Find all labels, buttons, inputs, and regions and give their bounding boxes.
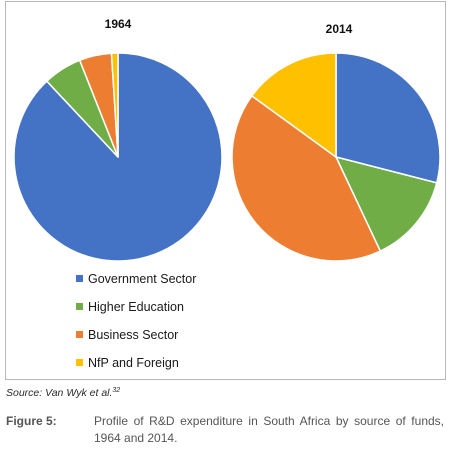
caption-label: Figure 5: xyxy=(6,414,57,428)
pie-slice-1964-nfp-and-foreign xyxy=(110,52,119,158)
source-note: Source: Van Wyk et al.32 xyxy=(6,387,120,399)
legend-label-government-sector: Government Sector xyxy=(88,272,196,286)
legend-label-nfp-and-foreign: NfP and Foreign xyxy=(88,356,179,370)
caption-text: Profile of R&D expenditure in South Afri… xyxy=(94,414,444,445)
pie-slice-2014-business-sector xyxy=(231,95,382,262)
pie-slice-2014-higher-education xyxy=(335,156,438,252)
legend-label-business-sector: Business Sector xyxy=(88,328,178,342)
legend-label-higher-education: Higher Education xyxy=(88,300,184,314)
legend-swatch-business-sector xyxy=(76,331,83,338)
pie-title-1964: 1964 xyxy=(105,17,132,31)
pie-slice-1964-government-sector xyxy=(13,52,223,262)
chart-frame: 1964 2014 Government Sector Higher Educat… xyxy=(5,1,446,380)
pie-charts: 1964 2014 Government Sector Higher Educat… xyxy=(13,17,441,370)
source-text: Source: Van Wyk et al. xyxy=(6,387,113,399)
pie-slice-2014-nfp-and-foreign xyxy=(251,52,337,158)
pie-title-2014: 2014 xyxy=(326,22,353,36)
pie-slice-2014-government-sector xyxy=(335,52,441,184)
legend-swatch-higher-education xyxy=(76,303,83,310)
legend-swatch-nfp-and-foreign xyxy=(76,359,83,366)
source-ref: 32 xyxy=(112,387,121,394)
pie-layer xyxy=(13,52,441,262)
legend-swatch-government-sector xyxy=(76,275,83,282)
legend: Government Sector Higher Education Busines… xyxy=(76,272,196,370)
